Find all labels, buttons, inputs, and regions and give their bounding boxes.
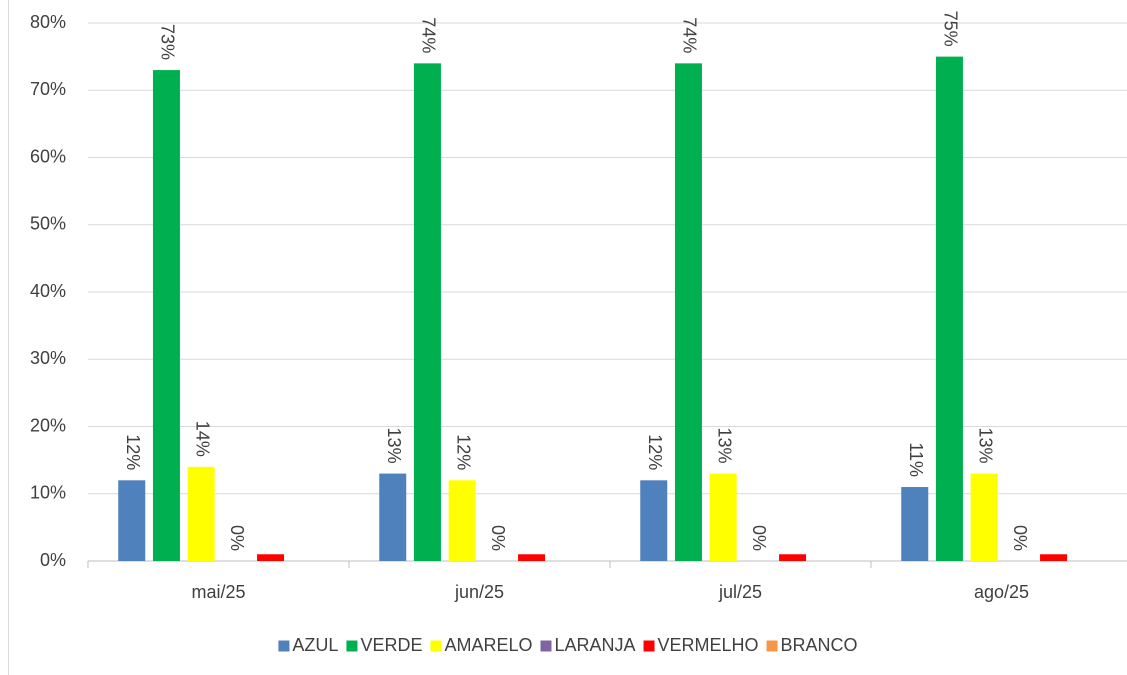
data-label: 0% [488, 525, 508, 551]
bar [901, 487, 929, 561]
bar [152, 70, 180, 561]
bar [935, 56, 963, 561]
data-label: 73% [158, 24, 178, 60]
bar [1040, 554, 1068, 561]
data-label: 74% [419, 17, 439, 53]
y-tick-label: 10% [30, 483, 66, 503]
legend-label: VERMELHO [658, 635, 759, 655]
data-label: 13% [714, 428, 734, 464]
bar [448, 480, 476, 561]
data-label: 11% [906, 442, 926, 477]
legend-label: AZUL [292, 635, 338, 655]
y-tick-label: 40% [30, 281, 66, 301]
y-tick-label: 30% [30, 348, 66, 368]
x-tick-label: ago/25 [974, 582, 1029, 602]
bar [379, 473, 407, 561]
data-label: 13% [384, 428, 404, 464]
data-label: 74% [680, 17, 700, 53]
data-label: 12% [453, 434, 473, 470]
bar [779, 554, 807, 561]
x-tick-label: mai/25 [191, 582, 245, 602]
bar [413, 63, 441, 561]
legend-label: AMARELO [444, 635, 532, 655]
x-tick-label: jun/25 [454, 582, 504, 602]
legend-label: BRANCO [781, 635, 858, 655]
legend-swatch [766, 640, 778, 652]
y-tick-label: 60% [30, 146, 66, 166]
legend-swatch [540, 640, 552, 652]
data-label: 0% [1010, 525, 1030, 551]
data-label: 75% [941, 11, 961, 47]
legend-swatch [430, 640, 442, 652]
data-label: 14% [192, 421, 212, 457]
y-tick-label: 80% [30, 12, 66, 32]
data-label: 0% [227, 525, 247, 551]
bar [709, 473, 737, 561]
legend-label: VERDE [360, 635, 422, 655]
bar [518, 554, 546, 561]
y-tick-label: 20% [30, 415, 66, 435]
x-tick-label: jul/25 [718, 582, 762, 602]
legend-swatch [643, 640, 655, 652]
legend-label: LARANJA [554, 635, 635, 655]
bar [187, 466, 215, 561]
legend-swatch [278, 640, 290, 652]
bar [674, 63, 702, 561]
y-tick-label: 70% [30, 79, 66, 99]
data-label: 0% [749, 525, 769, 551]
y-tick-label: 0% [40, 550, 66, 570]
data-label: 13% [975, 428, 995, 464]
y-tick-label: 50% [30, 214, 66, 234]
bar [640, 480, 668, 561]
bar [970, 473, 998, 561]
bar [118, 480, 146, 561]
bar [257, 554, 285, 561]
data-label: 12% [645, 434, 665, 470]
legend-swatch [346, 640, 358, 652]
data-label: 12% [123, 434, 143, 470]
